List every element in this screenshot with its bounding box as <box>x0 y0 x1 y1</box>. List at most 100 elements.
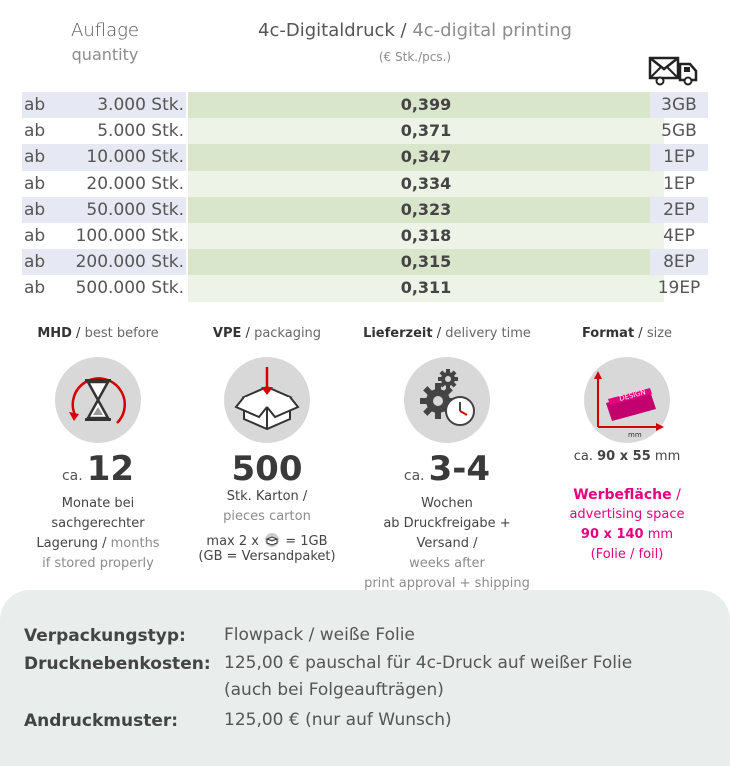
advertising-space: Werbefläche / advertising space 90 x 140… <box>542 485 712 565</box>
table-row: ab 20.000 Stk. 0,334 1EP <box>22 170 708 197</box>
price-title-separator: / <box>394 20 413 41</box>
best-before-line3-de: Lagerung <box>36 536 98 551</box>
advertising-title-de: Werbefläche <box>573 487 672 503</box>
from-label: ab <box>24 121 46 142</box>
advertising-size: 90 x 140 mm <box>542 525 712 545</box>
delivery-line3: weeks after <box>409 556 485 571</box>
packaging-line1: Stk. Karton / <box>226 489 308 504</box>
packaging-value: 500 <box>231 449 303 489</box>
shipping-cell: 2EP <box>650 196 708 223</box>
best-before-line2: sachgerechter <box>51 516 145 531</box>
quantity-cell: 500.000 Stk. <box>75 278 184 299</box>
delivery-title-en: delivery time <box>445 326 531 341</box>
format-column: Format / size DESIGN mm ca. 90 x 55 mm W… <box>542 326 712 565</box>
table-row: ab 200.000 Stk. 0,315 8EP <box>22 249 708 276</box>
quantity-cell: 5.000 Stk. <box>97 121 184 142</box>
delivery-value: ca. 3-4 <box>362 451 532 494</box>
format-title: Format / size <box>581 326 673 341</box>
format-design-icon: DESIGN mm <box>584 357 670 443</box>
price-cell: 0,347 <box>188 144 664 171</box>
format-unit-label: mm <box>628 431 642 439</box>
from-label: ab <box>22 92 62 119</box>
packaging-type-value: Flowpack / weiße Folie <box>224 625 415 645</box>
packaging-note-line1: max 2 x = 1GB <box>182 533 352 549</box>
packaging-type-row: Verpackungstyp: Flowpack / weiße Folie <box>24 625 415 646</box>
best-before-line4: if stored properly <box>42 556 154 571</box>
delivery-number: 3-4 <box>428 449 491 489</box>
shipping-cell: 19EP <box>657 278 701 299</box>
packaging-note: max 2 x = 1GB (GB = Versandpaket) <box>182 533 352 564</box>
price-title-de: 4c-Digitaldruck <box>258 20 395 41</box>
delivery-line2: ab Druckfreigabe + Versand / <box>383 516 511 551</box>
packaging-title-de: VPE <box>212 326 242 341</box>
hourglass-icon <box>55 357 141 443</box>
advertising-title-sep: / <box>676 487 681 503</box>
price-cell: 0,315 <box>188 249 664 276</box>
quantity-cell: 50.000 Stk. <box>62 196 186 223</box>
delivery-line1: Wochen <box>421 496 473 511</box>
price-cell: 0,323 <box>188 196 664 223</box>
format-size-unit: mm <box>654 449 681 464</box>
table-row: ab 100.000 Stk. 0,318 4EP <box>22 222 708 250</box>
quantity-header-de: Auflage <box>71 20 139 41</box>
best-before-number: 12 <box>86 449 135 489</box>
table-row: ab 5.000 Stk. 0,371 5GB <box>22 118 708 145</box>
packaging-note-1a: max 2 x <box>206 534 259 549</box>
delivery-text: Wochen ab Druckfreigabe + Versand / week… <box>362 494 532 594</box>
table-row: ab 50.000 Stk. 0,323 2EP <box>22 196 708 223</box>
advertising-size-unit: mm <box>647 527 674 542</box>
table-row: ab 10.000 Stk. 0,347 1EP <box>22 144 708 171</box>
print-costs-label: Drucknebenkosten: <box>24 654 211 674</box>
format-size-value: 90 x 55 <box>597 449 651 464</box>
approx-label: ca. <box>403 468 425 484</box>
print-costs-row: Drucknebenkosten: 125,00 € pauschal für … <box>24 653 632 700</box>
from-label: ab <box>24 173 46 194</box>
quantity-cell: 20.000 Stk. <box>86 173 184 194</box>
format-title-de: Format <box>581 326 635 341</box>
info-panel: Verpackungstyp: Flowpack / weiße Folie D… <box>0 590 730 766</box>
table-row: ab 3.000 Stk. 0,399 3GB <box>22 92 708 119</box>
quantity-header: Auflage quantity <box>40 20 170 64</box>
from-label: ab <box>22 196 62 223</box>
proof-sample-label: Andruckmuster: <box>24 711 179 731</box>
packaging-column: VPE / packaging 500 Stk. Karton / pieces… <box>182 326 352 564</box>
price-header-title: 4c-Digitaldruck / 4c-digital printing <box>190 20 640 41</box>
shipping-cell: 3GB <box>650 92 708 119</box>
quantity-cell: 10.000 Stk. <box>62 144 186 171</box>
proof-sample-row: Andruckmuster: 125,00 € (nur auf Wunsch) <box>24 710 452 731</box>
advertising-foil: (Folie / foil) <box>590 547 664 562</box>
small-box-icon <box>265 533 280 547</box>
shipping-cell: 8EP <box>650 249 708 276</box>
packaging-title: VPE / packaging <box>212 326 322 341</box>
delivery-column: Lieferzeit / delivery time ca. 3-4 Wo <box>362 326 532 594</box>
from-label: ab <box>22 249 62 276</box>
best-before-line1: Monate bei <box>61 496 135 511</box>
quantity-cell: 100.000 Stk. <box>75 225 184 246</box>
price-table: ab 3.000 Stk. 0,399 3GB ab 5.000 Stk. 0,… <box>22 92 708 302</box>
price-cell: 0,334 <box>188 170 664 197</box>
best-before-title-en: best before <box>84 326 159 341</box>
best-before-title: MHD / best before <box>37 326 159 341</box>
price-cell: 0,371 <box>188 118 664 145</box>
advertising-size-value: 90 x 140 <box>580 527 644 542</box>
advertising-title-en: advertising space <box>569 507 685 522</box>
proof-sample-value: 125,00 € (nur auf Wunsch) <box>224 710 452 730</box>
delivery-line4: print approval + shipping <box>364 576 530 591</box>
price-cell: 0,311 <box>188 275 664 302</box>
shipping-cell: 1EP <box>650 144 708 171</box>
print-costs-value: 125,00 € pauschal für 4c-Druck auf weiße… <box>224 650 704 704</box>
print-costs-value1: 125,00 € pauschal für 4c-Druck auf weiße… <box>224 653 633 673</box>
price-header: 4c-Digitaldruck / 4c-digital printing (€… <box>190 20 640 64</box>
packaging-text: Stk. Karton / pieces carton <box>182 487 352 527</box>
price-title-en: 4c-digital printing <box>412 20 572 41</box>
truck-mail-icon <box>648 56 698 86</box>
format-size-prefix: ca. <box>573 449 593 464</box>
quantity-cell: 3.000 Stk. <box>62 92 186 119</box>
best-before-line3: Lagerung / months <box>36 536 160 551</box>
packaging-type-label: Verpackungstyp: <box>24 626 186 646</box>
print-costs-value2: (auch bei Folgeaufträgen) <box>224 680 444 700</box>
from-label: ab <box>22 144 62 171</box>
from-label: ab <box>24 278 46 299</box>
delivery-title: Lieferzeit / delivery time <box>363 326 531 341</box>
best-before-value: ca. 12 <box>13 451 183 494</box>
